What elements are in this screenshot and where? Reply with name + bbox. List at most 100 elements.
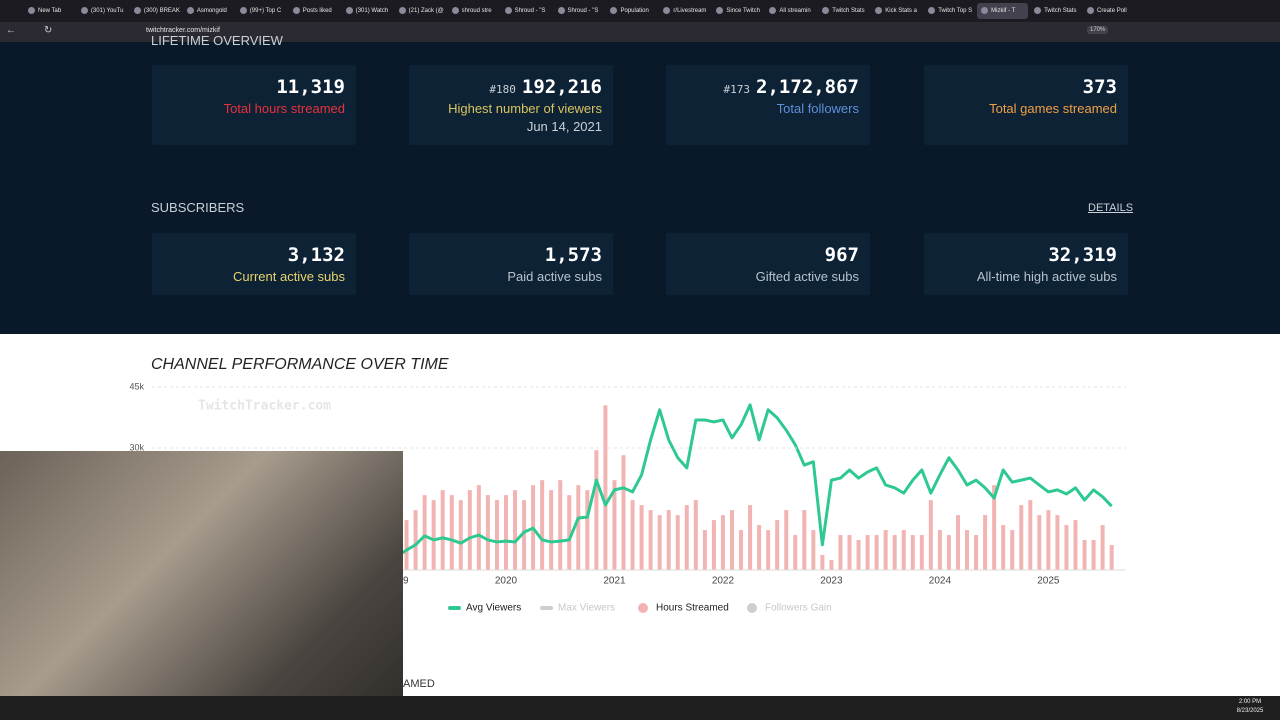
back-button[interactable]: ← bbox=[6, 25, 16, 36]
browser-tab[interactable]: Twitch Stats bbox=[1030, 3, 1081, 19]
stat-rank: #173 bbox=[723, 83, 751, 96]
browser-tab[interactable]: Since Twitch bbox=[712, 3, 763, 19]
bar bbox=[422, 495, 427, 570]
details-link[interactable]: DETAILS bbox=[1088, 202, 1134, 214]
taskbar: 2:00 PM 8/23/2025 bbox=[0, 696, 1280, 720]
bar bbox=[458, 500, 463, 570]
x-tick-label: 2020 bbox=[495, 576, 518, 587]
bar bbox=[955, 515, 960, 570]
legend-label[interactable]: Avg Viewers bbox=[466, 603, 521, 614]
browser-tab[interactable]: Twitch Stats bbox=[818, 3, 869, 19]
browser-tab[interactable]: Twitch Top S bbox=[924, 3, 975, 19]
bar bbox=[847, 535, 852, 570]
clock-time: 2:00 PM bbox=[1238, 699, 1262, 705]
browser-tab[interactable]: (301) YouTu bbox=[77, 3, 128, 19]
clock-date: 8/23/2025 bbox=[1236, 708, 1264, 714]
bar bbox=[784, 510, 789, 570]
bar bbox=[711, 520, 716, 570]
legend-label[interactable]: Hours Streamed bbox=[656, 603, 729, 614]
bar bbox=[729, 510, 734, 570]
stat-number: 3,132 bbox=[287, 244, 345, 266]
bar bbox=[820, 555, 825, 570]
bar bbox=[467, 490, 472, 570]
bar bbox=[811, 530, 816, 570]
url[interactable]: twitchtracker.com/mizkif bbox=[146, 27, 220, 34]
bar bbox=[775, 520, 780, 570]
bar bbox=[928, 500, 933, 570]
legend-label[interactable]: Followers Gain bbox=[765, 603, 832, 614]
bar bbox=[603, 405, 608, 570]
stat-rank: #180 bbox=[489, 83, 516, 96]
bar bbox=[648, 510, 653, 570]
bar bbox=[1010, 530, 1015, 570]
section-title: AMED bbox=[403, 678, 435, 690]
bar bbox=[513, 490, 518, 570]
bar bbox=[576, 485, 581, 570]
stat-number: 11,319 bbox=[276, 76, 345, 98]
browser-tab[interactable]: All streamin bbox=[765, 3, 816, 19]
zoom-level[interactable]: 170% bbox=[1087, 26, 1109, 34]
browser-tab[interactable]: Shroud - "S bbox=[554, 3, 605, 19]
line bbox=[396, 403, 1113, 558]
section-title: LIFETIME OVERVIEW bbox=[151, 33, 283, 48]
reload-button[interactable]: ↻ bbox=[44, 25, 53, 36]
browser-tab[interactable]: r/Livestream bbox=[659, 3, 710, 19]
x-tick-label: 2024 bbox=[929, 576, 952, 587]
browser-tab[interactable]: New Tab bbox=[24, 3, 75, 19]
bar bbox=[793, 535, 798, 570]
bar bbox=[449, 495, 454, 570]
stats-panel: LIFETIME OVERVIEW SUBSCRIBERS DETAILS 11… bbox=[0, 33, 1280, 334]
legend-label[interactable]: Max Viewers bbox=[558, 603, 615, 614]
bar bbox=[892, 535, 897, 570]
webcam-overlay bbox=[0, 451, 403, 720]
legend-marker bbox=[747, 603, 757, 613]
stat-label: Highest number of viewers bbox=[448, 101, 602, 116]
bar bbox=[585, 490, 590, 570]
y-tick-label: 45k bbox=[129, 381, 144, 391]
bar bbox=[494, 500, 499, 570]
browser-tab[interactable]: Kick Stats a bbox=[871, 3, 922, 19]
browser-tab[interactable]: Create Poll bbox=[1083, 3, 1134, 19]
stat-number: 32,319 bbox=[1048, 244, 1117, 266]
browser-tab[interactable]: Mizkif - T bbox=[977, 3, 1029, 19]
browser-tab[interactable]: Population bbox=[606, 3, 657, 19]
bar bbox=[1019, 505, 1024, 570]
stat-value: #173 2,172,867 bbox=[724, 76, 859, 98]
bar bbox=[1082, 540, 1087, 570]
x-tick-label: 2022 bbox=[712, 576, 735, 587]
stat-label: Gifted active subs bbox=[755, 269, 859, 284]
bar bbox=[675, 515, 680, 570]
bar bbox=[693, 500, 698, 570]
browser-tab[interactable]: (21) Zack (@ bbox=[395, 3, 446, 19]
browser-tab[interactable]: (99+) Top C bbox=[236, 3, 287, 19]
bar bbox=[983, 515, 988, 570]
stat-card: #173 2,172,867 Total followers bbox=[666, 65, 870, 145]
stat-value: 1,573 bbox=[545, 244, 602, 266]
browser-tab[interactable]: (300) BREAK bbox=[130, 3, 181, 19]
bar bbox=[802, 510, 807, 570]
browser-tab[interactable]: (301) Watch bbox=[342, 3, 393, 19]
bar bbox=[1091, 540, 1096, 570]
bar bbox=[567, 495, 572, 570]
stat-value: #180 192,216 bbox=[489, 76, 602, 98]
x-tick-label: 2021 bbox=[603, 576, 626, 587]
stat-value: 3,132 bbox=[288, 244, 345, 266]
bar bbox=[974, 535, 979, 570]
browser-tab[interactable]: shroud stre bbox=[448, 3, 499, 19]
bar bbox=[657, 515, 662, 570]
bar bbox=[549, 490, 554, 570]
bar bbox=[404, 520, 409, 570]
browser-tab[interactable]: Posts liked bbox=[289, 3, 340, 19]
stat-label: Current active subs bbox=[233, 269, 345, 284]
browser-tab[interactable]: Shroud - "S bbox=[501, 3, 552, 19]
bar bbox=[702, 530, 707, 570]
bar bbox=[621, 455, 626, 570]
stat-card: #180 192,216 Highest number of viewers Jun … bbox=[409, 65, 613, 145]
browser-tab[interactable]: Asmongold bbox=[183, 3, 234, 19]
stat-card: 1,573 Paid active subs bbox=[409, 233, 613, 295]
bar bbox=[856, 540, 861, 570]
bar bbox=[919, 535, 924, 570]
bar bbox=[1055, 515, 1060, 570]
bar bbox=[992, 485, 997, 570]
